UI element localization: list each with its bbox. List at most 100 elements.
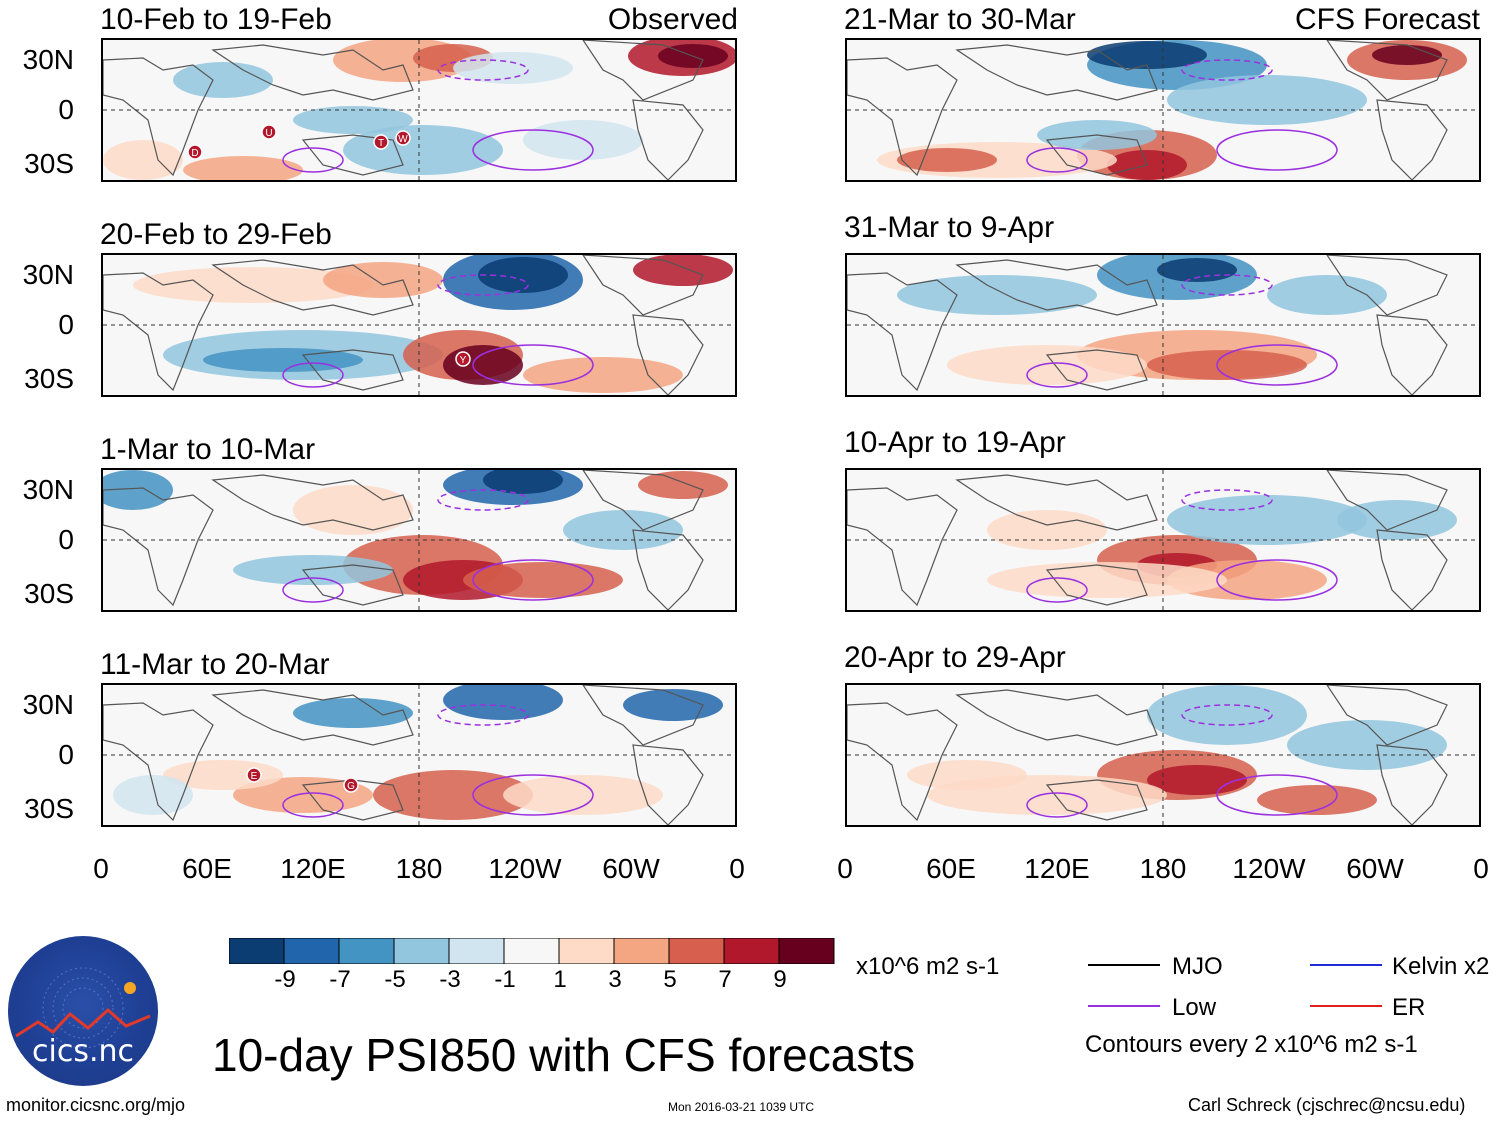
cics-logo: cics.nc [8,936,158,1086]
low-contour [1216,344,1338,386]
colorbar-swatch [558,938,615,964]
anomaly-blob [183,156,303,180]
anomaly-blob [1147,685,1307,745]
coastline [582,470,704,531]
panel-title-6: 31-Mar to 9-Apr [844,211,1055,244]
anomaly-field: EG [103,685,735,825]
legend-line-kelvin [1310,964,1382,966]
anomaly-blob [563,510,683,550]
map-panel-5 [845,38,1481,182]
anomaly-blob [343,125,503,175]
lon-label-60w: 60W [1346,853,1404,884]
lat-label-30s: 30S [24,793,74,824]
lat-label-30s: 30S [24,363,74,394]
lon-label-60e: 60E [926,853,976,884]
anomaly-blob [1157,258,1237,282]
cyclone-marker-label: U [265,128,272,139]
coastline [103,702,214,822]
coastline [1326,40,1448,101]
anomaly-blob [1087,41,1207,69]
anomaly-blob [987,510,1107,550]
low-contour [472,344,594,386]
lat-label-30s: 30S [24,148,74,179]
anomaly-blob [907,760,1027,790]
colorbar-label: 1 [553,966,567,993]
low-contour [282,362,344,388]
panel-title-1: 10-Feb to 19-Feb [100,3,332,36]
anomaly-blob [233,777,373,813]
anomaly-field [847,685,1479,825]
anomaly-blob [987,562,1227,598]
anomaly-blob [233,555,393,585]
logo-text: cics.nc [32,1034,134,1069]
low-contour [1216,774,1338,816]
coastline [632,529,704,610]
footer-author: Carl Schreck (cjschrec@ncsu.edu) [1188,1095,1466,1115]
coastline [847,57,958,177]
low-contour [282,792,344,818]
anomaly-blob [453,52,573,84]
colorbar-label: -1 [494,966,516,993]
coastline [632,99,704,180]
colorbar-swatch [668,938,725,964]
map-panel-6 [845,253,1481,397]
anomaly-blob [523,120,643,160]
cyclone-marker [373,134,389,150]
footer-timestamp: Mon 2016-03-21 1039 UTC [668,1100,815,1114]
coastline [955,689,1158,746]
colorbar-label: 9 [773,966,787,993]
lon-label-0: 0 [837,853,853,884]
cyclone-marker-label: D [191,148,198,159]
anomaly-blob [1257,785,1377,815]
anomaly-blob [1147,350,1307,380]
lat-label-30n: 30N [22,474,74,505]
panel-title-8: 20-Apr to 29-Apr [844,641,1066,674]
coastline [1045,134,1148,176]
lon-label-60e: 60E [182,853,232,884]
coastline [1376,744,1448,825]
anomaly-blob [463,562,623,598]
colorbar-label: 5 [663,966,677,993]
coastline [955,44,1158,101]
lat-label-30n: 30N [22,259,74,290]
coastline [1376,529,1448,610]
coastline [103,57,214,177]
lon-label-120w: 120W [1232,853,1306,884]
coastline [582,255,704,316]
anomaly-blob [633,255,733,286]
lon-label-0: 0 [93,853,109,884]
coastline [632,744,704,825]
map-panel-7 [845,468,1481,612]
anomaly-blob [443,685,563,720]
anomaly-field: Y [103,255,735,395]
units-label: x10^6 m2 s-1 [856,953,1000,980]
panel-title-7: 10-Apr to 19-Apr [844,426,1066,459]
colorbar-swatch [503,938,560,964]
colorbar-swatch [229,938,285,964]
lon-label-0: 0 [1473,853,1489,884]
anomaly-blob [1167,495,1367,545]
coastline [301,349,404,391]
colorbar-swatch [723,938,780,964]
cyclone-marker [261,124,277,140]
anomaly-blob [897,275,1097,315]
lat-label-30s: 30S [24,578,74,609]
coastline [1326,470,1448,531]
colorbar-swatch [338,938,395,964]
anomaly-field [847,470,1479,610]
coastline [211,44,414,101]
anomaly-blob [133,267,373,303]
lon-label-0: 0 [729,853,745,884]
anomaly-blob [103,470,173,510]
anomaly-blob [483,470,563,494]
low-contour [1181,704,1273,726]
lat-label-eq: 0 [58,739,74,770]
coastline [1045,779,1148,821]
coastline [103,487,214,607]
lon-label-120w: 120W [488,853,562,884]
anomaly-blob [103,140,183,180]
anomaly-blob [113,775,193,815]
colorbar-swatch [613,938,670,964]
anomaly-blob [1167,75,1367,125]
